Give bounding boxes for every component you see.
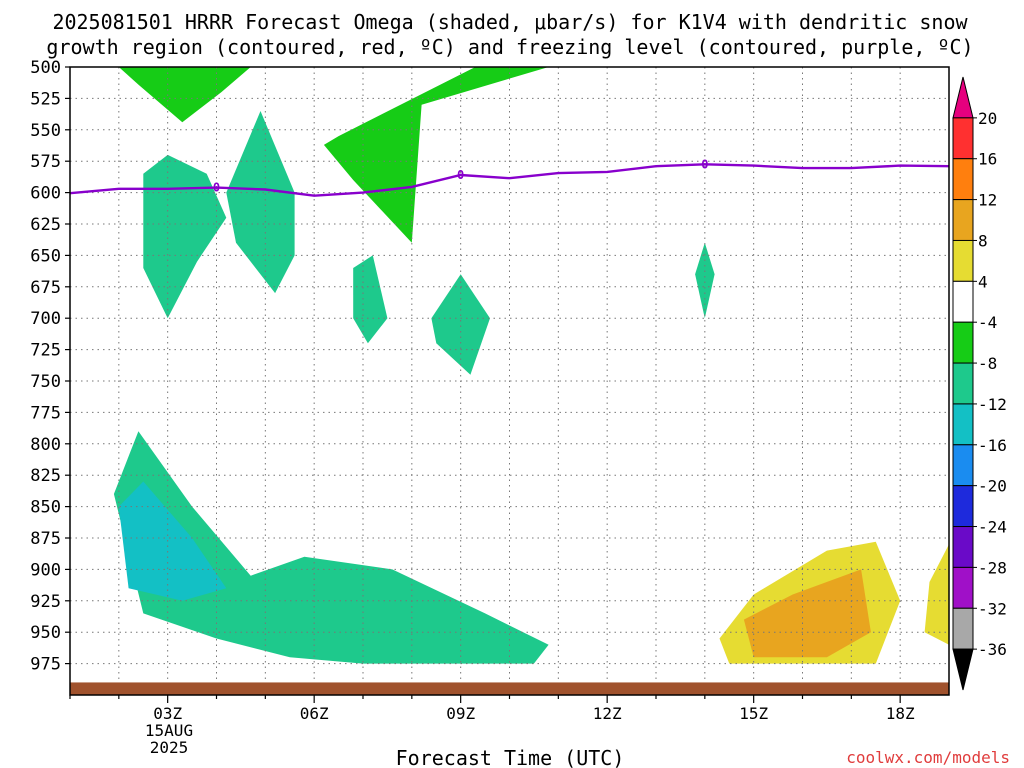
y-tick-label: 950 bbox=[30, 623, 61, 643]
x-tick-label: 06Z bbox=[300, 704, 329, 723]
shaded-omega-layer bbox=[113, 67, 949, 664]
x-tick-label: 09Z bbox=[446, 704, 475, 723]
colorbar-segment bbox=[952, 526, 974, 568]
colorbar-segment bbox=[952, 362, 974, 405]
y-tick-label: 775 bbox=[30, 403, 61, 423]
chart-title-line2: growth region (contoured, red, ºC) and f… bbox=[46, 35, 973, 59]
credit-label: coolwx.com/models bbox=[846, 748, 1010, 767]
shaded-region-4 bbox=[431, 274, 490, 375]
colorbar-segment bbox=[952, 607, 974, 650]
colorbar-tick-label: -36 bbox=[978, 640, 1007, 659]
shaded-region-7 bbox=[118, 481, 227, 601]
year-label: 2025 bbox=[150, 738, 189, 757]
colorbar-segment bbox=[952, 566, 974, 609]
colorbar-tick-label: -16 bbox=[978, 436, 1007, 455]
y-tick-label: 875 bbox=[30, 529, 61, 549]
y-tick-label: 550 bbox=[30, 121, 61, 141]
x-tick-label: 03Z bbox=[153, 704, 182, 723]
shaded-region-1 bbox=[143, 154, 227, 319]
y-tick-label: 800 bbox=[30, 435, 61, 455]
freezing-level-label: 0 bbox=[457, 168, 464, 182]
x-tick-label: 12Z bbox=[593, 704, 622, 723]
colorbar-segment bbox=[952, 280, 974, 323]
colorbar-tick-label: -24 bbox=[978, 518, 1007, 537]
shaded-region-3 bbox=[353, 255, 388, 344]
colorbar-tick-label: -12 bbox=[978, 395, 1007, 414]
y-tick-label: 525 bbox=[30, 89, 61, 109]
freezing-level-label: 0 bbox=[701, 157, 708, 171]
shaded-region-6 bbox=[113, 431, 549, 664]
y-tick-label: 500 bbox=[30, 58, 61, 78]
y-tick-label: 825 bbox=[30, 466, 61, 486]
freezing-level-label: 0 bbox=[213, 181, 220, 195]
colorbar-tick-label: -8 bbox=[978, 354, 997, 373]
colorbar-bottom-arrow bbox=[952, 648, 974, 691]
colorbar-tick-label: 20 bbox=[978, 109, 997, 128]
y-tick-label: 850 bbox=[30, 498, 61, 518]
shaded-region-0 bbox=[118, 67, 549, 243]
colorbar-segment bbox=[952, 199, 974, 241]
ground-band-rect bbox=[70, 682, 949, 695]
colorbar-segment bbox=[952, 321, 974, 364]
x-tick-label: 15Z bbox=[739, 704, 768, 723]
shaded-region-10 bbox=[924, 544, 949, 645]
colorbar-segment bbox=[952, 403, 974, 446]
y-tick-label: 700 bbox=[30, 309, 61, 329]
colorbar-tick-label: -32 bbox=[978, 599, 1007, 618]
y-tick-label: 725 bbox=[30, 341, 61, 361]
shaded-region-5 bbox=[695, 242, 715, 319]
y-axis: 500 525 550 575 600 625 650 675 700 725 750 775 800 8… bbox=[30, 58, 70, 675]
y-tick-label: 575 bbox=[30, 152, 61, 172]
x-tick-label: 18Z bbox=[886, 704, 915, 723]
y-tick-label: 975 bbox=[30, 655, 61, 675]
freezing-level-layer: 0 0 0 bbox=[69, 157, 950, 197]
x-axis-label: Forecast Time (UTC) bbox=[396, 746, 625, 768]
freezing-level-line bbox=[69, 163, 950, 197]
y-tick-label: 900 bbox=[30, 560, 61, 580]
y-tick-label: 600 bbox=[30, 184, 61, 204]
y-tick-label: 925 bbox=[30, 592, 61, 612]
colorbar-tick-label: 8 bbox=[978, 231, 988, 250]
shaded-region-2 bbox=[226, 111, 295, 294]
colorbar-segment bbox=[952, 444, 974, 487]
y-tick-label: 625 bbox=[30, 215, 61, 235]
ground-band bbox=[70, 682, 949, 695]
colorbar-tick-label: -28 bbox=[978, 558, 1007, 577]
colorbar-tick-label: -20 bbox=[978, 477, 1007, 496]
colorbar-tick-label: -4 bbox=[978, 313, 997, 332]
colorbar-segment bbox=[952, 117, 974, 160]
colorbar-segment bbox=[952, 158, 974, 201]
date-label: 15AUG bbox=[145, 721, 193, 740]
plot-area: 0 0 0 bbox=[69, 66, 950, 696]
x-axis: 03Z 06Z 09Z 12Z 15Z 18Z bbox=[69, 695, 915, 723]
y-tick-label: 675 bbox=[30, 278, 61, 298]
colorbar-tick-label: 12 bbox=[978, 191, 997, 210]
colorbar-segment bbox=[952, 239, 974, 282]
colorbar: 20 16 12 8 4 -4 -8 -12 -16 -20 -24 -28 -32 -36 bbox=[952, 76, 1007, 691]
shaded-region-9 bbox=[743, 569, 871, 658]
colorbar-tick-label: 4 bbox=[978, 272, 988, 291]
y-tick-label: 750 bbox=[30, 372, 61, 392]
colorbar-tick-label: 16 bbox=[978, 150, 997, 169]
chart-title-line1: 2025081501 HRRR Forecast Omega (shaded, … bbox=[52, 10, 968, 34]
y-tick-label: 650 bbox=[30, 246, 61, 266]
colorbar-segment bbox=[952, 485, 974, 528]
colorbar-top-arrow bbox=[952, 76, 974, 119]
